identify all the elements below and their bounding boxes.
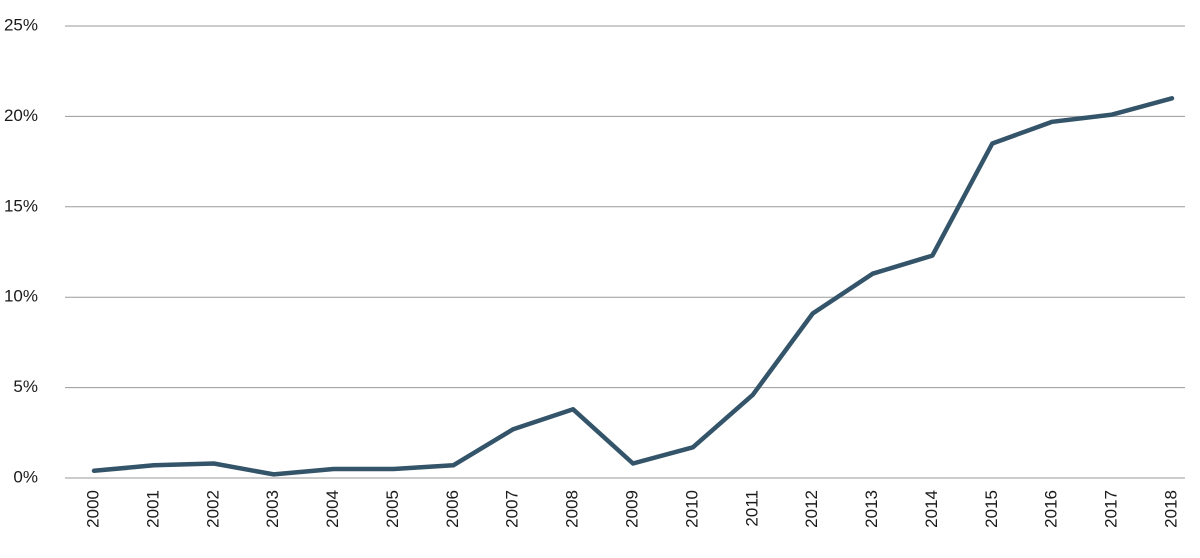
x-tick-label: 2010: [682, 490, 701, 528]
x-tick-label: 2017: [1102, 490, 1121, 528]
x-tick-label: 2000: [83, 490, 102, 528]
y-tick-label: 0%: [13, 467, 38, 486]
x-tick-label: 2003: [263, 490, 282, 528]
x-tick-label: 2018: [1161, 490, 1180, 528]
x-tick-label: 2012: [802, 490, 821, 528]
y-tick-label: 10%: [4, 287, 38, 306]
x-tick-label: 2008: [563, 490, 582, 528]
x-tick-label: 2005: [383, 490, 402, 528]
x-tick-label: 2013: [862, 490, 881, 528]
x-tick-label: 2004: [323, 490, 342, 528]
y-tick-label: 20%: [4, 106, 38, 125]
y-tick-label: 25%: [4, 15, 38, 34]
x-tick-label: 2016: [1042, 490, 1061, 528]
x-tick-label: 2007: [503, 490, 522, 528]
x-tick-label: 2002: [203, 490, 222, 528]
y-tick-label: 15%: [4, 196, 38, 215]
x-tick-label: 2006: [443, 490, 462, 528]
x-tick-label: 2015: [982, 490, 1001, 528]
y-tick-label: 5%: [13, 377, 38, 396]
x-tick-label: 2011: [742, 490, 761, 527]
x-tick-label: 2009: [622, 490, 641, 528]
x-tick-label: 2001: [143, 490, 162, 528]
x-tick-label: 2014: [922, 490, 941, 528]
data-line: [91, 96, 1175, 477]
